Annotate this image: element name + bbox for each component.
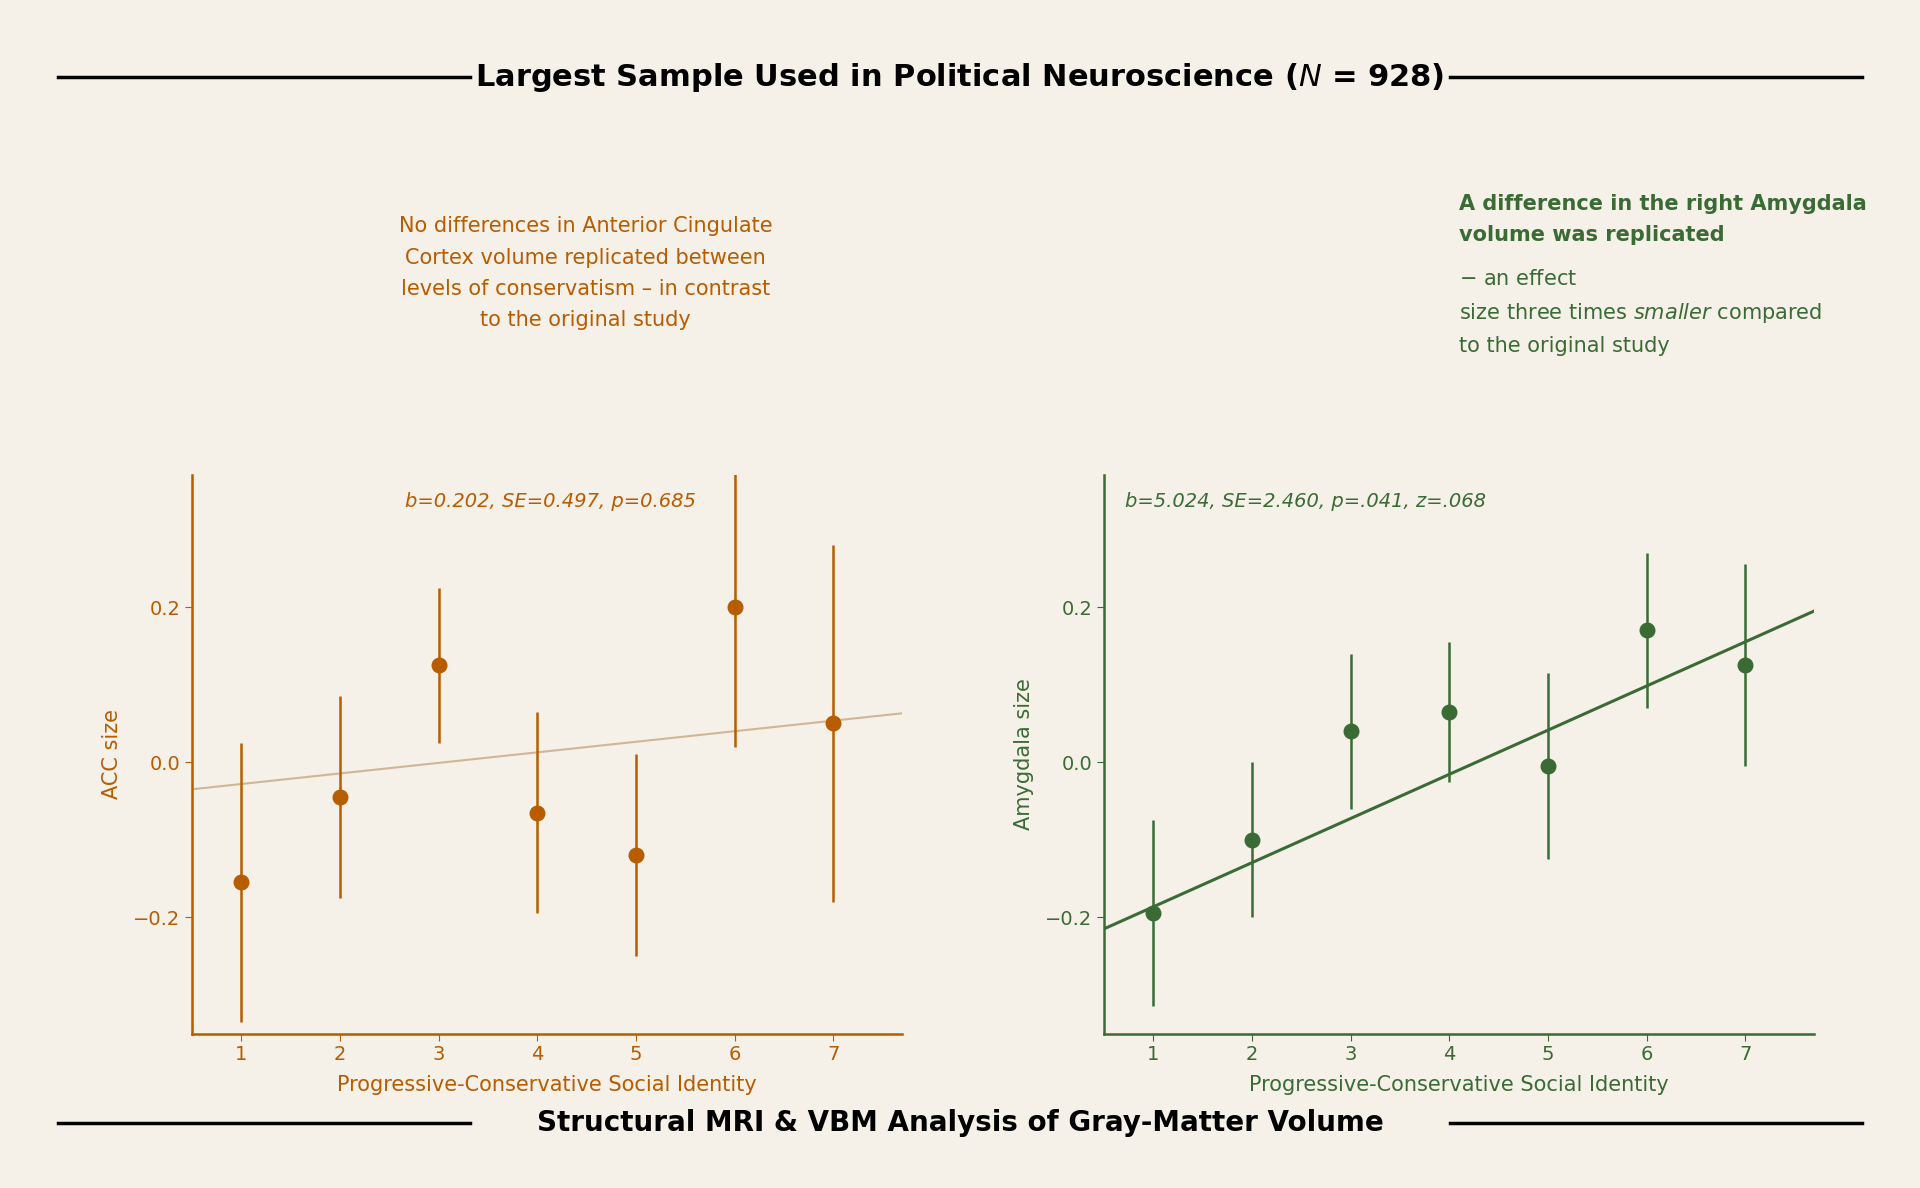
Text: A difference in the right Amygdala
volume was replicated: A difference in the right Amygdala volum…	[1459, 194, 1866, 246]
Point	[1434, 702, 1465, 721]
Point	[1632, 621, 1663, 640]
Point	[1334, 721, 1365, 740]
Point	[324, 788, 355, 807]
Point	[818, 714, 849, 733]
Point	[1139, 904, 1169, 923]
Y-axis label: Amygdala size: Amygdala size	[1014, 678, 1033, 830]
Point	[227, 873, 257, 892]
Point	[522, 803, 553, 822]
Point	[1532, 757, 1563, 776]
Point	[422, 656, 453, 675]
Text: b=5.024, SE=2.460, p=.041, z=.068: b=5.024, SE=2.460, p=.041, z=.068	[1125, 492, 1486, 511]
Point	[1730, 656, 1761, 675]
Point	[620, 846, 651, 865]
X-axis label: Progressive-Conservative Social Identity: Progressive-Conservative Social Identity	[338, 1075, 756, 1095]
Point	[720, 598, 751, 617]
Text: Structural MRI & VBM Analysis of Gray-Matter Volume: Structural MRI & VBM Analysis of Gray-Ma…	[536, 1108, 1384, 1137]
Text: No differences in Anterior Cingulate
Cortex volume replicated between
levels of : No differences in Anterior Cingulate Cor…	[399, 216, 772, 330]
Text: b=0.202, SE=0.497, p=0.685: b=0.202, SE=0.497, p=0.685	[405, 492, 695, 511]
Y-axis label: ACC size: ACC size	[102, 709, 121, 800]
Text: Largest Sample Used in Political Neuroscience ($N$ = 928): Largest Sample Used in Political Neurosc…	[476, 61, 1444, 94]
Text: $-$ an effect
size three times $\it{smaller}$ compared
to the original study: $-$ an effect size three times $\it{smal…	[1459, 268, 1822, 356]
Point	[1236, 830, 1267, 849]
X-axis label: Progressive-Conservative Social Identity: Progressive-Conservative Social Identity	[1250, 1075, 1668, 1095]
